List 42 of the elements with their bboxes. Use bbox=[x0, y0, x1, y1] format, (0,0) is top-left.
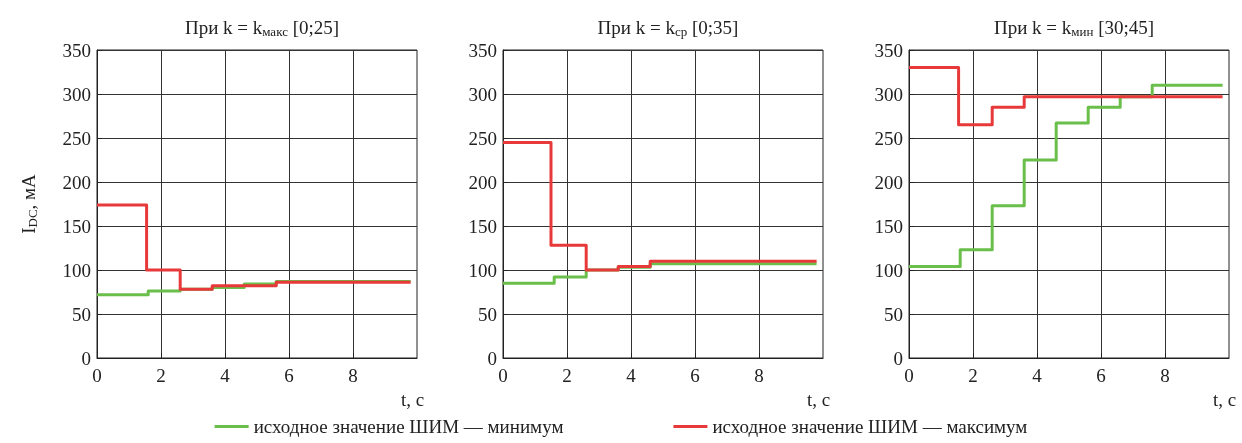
y-tick-label: 200 bbox=[468, 171, 497, 193]
y-tick-label: 300 bbox=[62, 83, 91, 105]
y-tick-label: 50 bbox=[884, 303, 903, 325]
x-tick-label: 4 bbox=[220, 365, 231, 386]
y-axis-title: IDC, мА bbox=[18, 173, 40, 234]
x-tick-label: 2 bbox=[562, 365, 572, 386]
y-tick-label: 250 bbox=[62, 127, 91, 149]
x-tick-label: 6 bbox=[284, 365, 294, 386]
y-tick-label: 150 bbox=[468, 215, 497, 237]
x-axis-title: t, с bbox=[1213, 389, 1237, 410]
y-tick-label: 300 bbox=[468, 83, 497, 105]
y-tick-label: 100 bbox=[874, 259, 903, 281]
y-tick-label: 50 bbox=[478, 303, 497, 325]
legend-label: исходное значение ШИМ — минимум bbox=[253, 416, 564, 437]
x-tick-label: 4 bbox=[626, 365, 637, 386]
x-tick-label: 2 bbox=[968, 365, 978, 386]
x-axis-title: t, с bbox=[401, 389, 425, 410]
x-axis-title: t, с bbox=[807, 389, 831, 410]
y-tick-label: 150 bbox=[62, 215, 91, 237]
x-tick-label: 8 bbox=[1160, 365, 1170, 386]
y-tick-label: 0 bbox=[487, 347, 497, 369]
y-tick-label: 350 bbox=[62, 39, 91, 61]
y-tick-label: 350 bbox=[874, 39, 903, 61]
x-tick-label: 8 bbox=[348, 365, 358, 386]
y-tick-label: 0 bbox=[81, 347, 91, 369]
y-tick-label: 250 bbox=[468, 127, 497, 149]
y-tick-label: 200 bbox=[62, 171, 91, 193]
x-tick-label: 8 bbox=[754, 365, 764, 386]
x-tick-label: 2 bbox=[156, 365, 166, 386]
x-tick-label: 6 bbox=[1096, 365, 1106, 386]
y-tick-label: 250 bbox=[874, 127, 903, 149]
y-tick-label: 350 bbox=[468, 39, 497, 61]
y-tick-label: 100 bbox=[468, 259, 497, 281]
x-tick-label: 6 bbox=[690, 365, 700, 386]
y-tick-label: 150 bbox=[874, 215, 903, 237]
y-tick-label: 100 bbox=[62, 259, 91, 281]
y-tick-label: 0 bbox=[893, 347, 903, 369]
legend-label: исходное значение ШИМ — максимум bbox=[712, 416, 1028, 437]
x-tick-label: 4 bbox=[1032, 365, 1043, 386]
y-tick-label: 50 bbox=[72, 303, 91, 325]
y-tick-label: 200 bbox=[874, 171, 903, 193]
y-tick-label: 300 bbox=[874, 83, 903, 105]
